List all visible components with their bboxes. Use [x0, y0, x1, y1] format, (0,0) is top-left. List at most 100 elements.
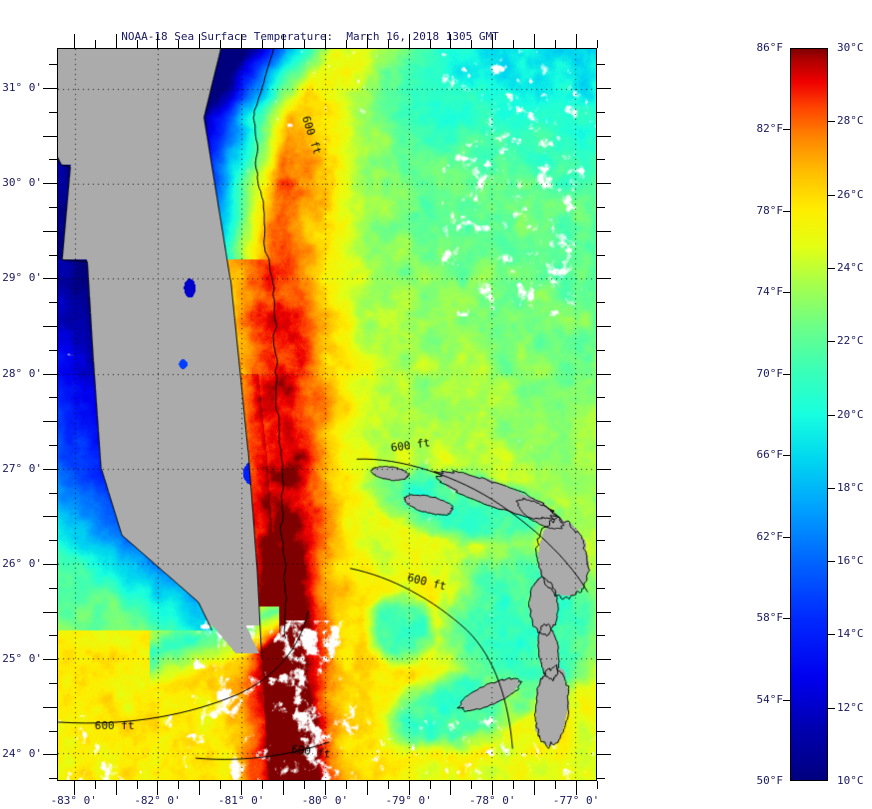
lon-tick-bottom: [367, 781, 368, 795]
longitude-label: -82° 0': [134, 794, 181, 807]
lon-tick-bottom: [409, 781, 410, 795]
lon-tick: [116, 34, 117, 48]
colorbar-fahrenheit-label: 62°F: [756, 529, 784, 543]
longitude-label: -79° 0': [385, 794, 432, 807]
lat-tick: [49, 588, 57, 589]
lon-tick: [157, 34, 158, 48]
lat-tick: [43, 231, 57, 232]
lon-tick-bottom: [388, 781, 389, 789]
colorbar-fahrenheit-label: 82°F: [756, 122, 784, 136]
lat-tick: [49, 778, 57, 779]
lat-tick: [49, 397, 57, 398]
lat-tick-right: [597, 707, 611, 708]
lat-tick-right: [597, 231, 611, 232]
title-line-1: NOAA-18 Sea Surface Temperature: March 1…: [121, 30, 499, 43]
lon-tick: [283, 34, 284, 48]
cb-tick-c: [828, 268, 835, 269]
longitude-label: -77° 0': [552, 794, 600, 807]
lon-tick-bottom: [95, 781, 96, 789]
sst-raster: [58, 49, 596, 780]
lat-tick: [49, 683, 57, 684]
lon-tick-bottom: [220, 781, 221, 789]
cb-tick-f: [783, 455, 790, 456]
lon-tick: [513, 40, 514, 48]
colorbar-celsius-label: 26°C: [837, 187, 864, 201]
colorbar-celsius-label: 14°C: [837, 627, 864, 641]
lon-tick: [492, 34, 493, 48]
lat-tick: [43, 326, 57, 327]
map-plot-area: [57, 48, 597, 781]
latitude-label: 24° 0': [2, 747, 42, 761]
lat-tick-right: [597, 421, 611, 422]
lon-tick-bottom: [430, 781, 431, 789]
cb-tick-f: [783, 374, 790, 375]
lat-tick: [49, 112, 57, 113]
lon-tick: [178, 40, 179, 48]
colorbar-celsius-label: 20°C: [837, 407, 864, 421]
latitude-label: 29° 0': [2, 271, 42, 285]
latitude-label: 27° 0': [2, 461, 42, 475]
lat-tick-right: [597, 255, 605, 256]
lat-tick-right: [597, 112, 605, 113]
colorbar-celsius-label: 10°C: [837, 774, 864, 787]
lat-tick: [49, 635, 57, 636]
lon-tick-bottom: [325, 781, 326, 795]
lon-tick: [450, 34, 451, 48]
cb-tick-c: [828, 708, 835, 709]
cb-tick-f: [783, 537, 790, 538]
lon-tick: [241, 34, 242, 48]
lat-tick-right: [597, 88, 611, 89]
lon-tick: [262, 40, 263, 48]
lat-tick-right: [597, 659, 611, 660]
colorbar-fahrenheit-label: 50°F: [756, 774, 784, 787]
lat-tick: [49, 540, 57, 541]
latitude-label: 28° 0': [2, 366, 42, 380]
lat-tick: [43, 421, 57, 422]
lon-tick-bottom: [513, 781, 514, 789]
cb-tick-c: [828, 561, 835, 562]
lat-tick: [43, 612, 57, 613]
latitude-label: 26° 0': [2, 556, 42, 570]
lon-tick: [74, 34, 75, 48]
lat-tick: [43, 516, 57, 517]
lat-tick-right: [597, 302, 605, 303]
lat-tick-right: [597, 564, 611, 565]
lat-tick-right: [597, 136, 611, 137]
lat-tick-right: [597, 326, 611, 327]
lat-tick: [49, 207, 57, 208]
lat-tick-right: [597, 350, 605, 351]
lon-tick-bottom: [74, 781, 75, 795]
lon-tick-bottom: [534, 781, 535, 795]
lat-tick-right: [597, 159, 605, 160]
longitude-label: -80° 0': [301, 794, 349, 807]
lat-tick: [43, 564, 57, 565]
colorbar-fahrenheit-label: 74°F: [756, 285, 784, 299]
cb-tick-f: [783, 700, 790, 701]
lat-tick: [49, 350, 57, 351]
lat-tick-right: [597, 588, 605, 589]
cb-tick-c: [828, 195, 835, 196]
lon-tick-bottom: [597, 781, 598, 789]
colorbar-celsius-label: 18°C: [837, 480, 864, 494]
lon-tick-bottom: [304, 781, 305, 789]
lat-tick: [43, 278, 57, 279]
lon-tick: [137, 40, 138, 48]
colorbar-fahrenheit-label: 58°F: [756, 611, 784, 625]
colorbar-fahrenheit-label: 54°F: [756, 692, 784, 706]
lon-tick-bottom: [262, 781, 263, 789]
cb-tick-c: [828, 415, 835, 416]
lon-tick: [325, 34, 326, 48]
lat-tick: [43, 88, 57, 89]
lon-tick: [346, 40, 347, 48]
lon-tick-bottom: [116, 781, 117, 795]
lon-tick: [409, 34, 410, 48]
lat-tick: [49, 159, 57, 160]
lat-tick-right: [597, 374, 611, 375]
lon-tick-bottom: [346, 781, 347, 789]
lat-tick: [43, 183, 57, 184]
longitude-label: -81° 0': [217, 794, 265, 807]
lat-tick-right: [597, 683, 605, 684]
lat-tick-right: [597, 493, 605, 494]
lat-tick: [49, 731, 57, 732]
lon-tick: [555, 40, 556, 48]
